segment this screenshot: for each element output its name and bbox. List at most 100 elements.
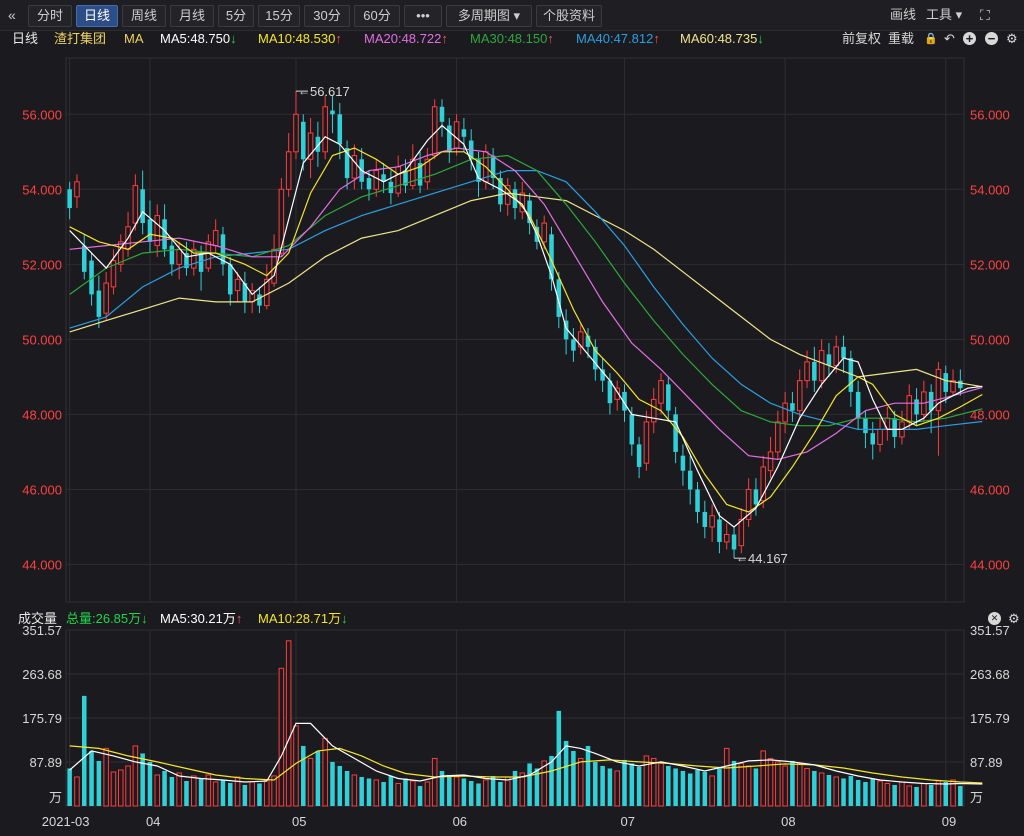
volume-bar-down (556, 710, 562, 806)
candle-up (906, 395, 913, 423)
candle-up (796, 380, 803, 412)
volume-bar-down (220, 779, 226, 806)
ma10-value: MA10:48.530↑ (258, 31, 342, 46)
tab-10[interactable]: 个股资料 (536, 5, 602, 27)
volume-bar-down (534, 768, 540, 806)
tab-4[interactable]: 5分 (218, 5, 254, 27)
candle-up (176, 248, 182, 265)
price-tick-right: 54.000 (970, 182, 1010, 197)
volume-bar-up (424, 781, 431, 807)
tools-menu[interactable]: 工具 ▾ (926, 7, 963, 22)
x-tick-label: 08 (781, 814, 795, 829)
candle-up (833, 346, 839, 367)
volume-bar-down (731, 760, 737, 806)
price-tick-right: 52.000 (970, 257, 1010, 272)
settings-icon[interactable]: ⚙ (1006, 31, 1018, 46)
volume-bar-down (162, 770, 167, 806)
tab-6[interactable]: 30分 (304, 5, 350, 27)
candle-up (74, 181, 80, 198)
volume-bar-up (767, 757, 774, 807)
volume-bar-down (359, 776, 364, 806)
volume-bar-up (117, 769, 124, 807)
volume-bar-up (577, 757, 584, 807)
collapse-icon[interactable]: « (8, 7, 16, 23)
candle-down (863, 418, 868, 434)
volume-bar-down (461, 778, 467, 806)
candle-down (629, 414, 635, 445)
volume-bar-up (176, 772, 182, 807)
tab-9[interactable]: 多周期图 ▾ (446, 5, 532, 27)
volume-settings-icon[interactable]: ⚙ (1008, 611, 1020, 626)
tab-8[interactable]: ••• (404, 5, 442, 27)
volume-bar-down (468, 780, 474, 806)
draw-line-button[interactable]: 画线 (890, 7, 917, 22)
undo-icon[interactable]: ↶ (944, 31, 955, 46)
volume-bar-down (549, 755, 554, 806)
candle-down (439, 106, 445, 122)
x-tick-label: 05 (292, 814, 306, 829)
candle-down (870, 433, 876, 445)
volume-bar-down (388, 775, 394, 806)
candle-down (403, 170, 408, 186)
volume-bar-down (958, 785, 963, 806)
volume-bar-up (410, 780, 416, 807)
candle-down (848, 358, 854, 392)
volume-bar-up (483, 779, 489, 807)
zoom-out-icon[interactable]: − (985, 32, 998, 45)
candle-up (950, 380, 956, 393)
candle-up (322, 106, 328, 153)
price-tick-left: 50.000 (22, 332, 62, 347)
volume-bar-up (760, 750, 766, 807)
volume-bar-down (403, 778, 408, 806)
lock-icon[interactable]: 🔒 (924, 33, 938, 45)
candle-down (301, 121, 306, 160)
price-tick-right: 48.000 (970, 407, 1010, 422)
tab-2[interactable]: 周线 (122, 5, 166, 27)
tab-7[interactable]: 60分 (354, 5, 400, 27)
volume-bar-down (81, 695, 87, 806)
price-tick-left: 52.000 (22, 257, 62, 272)
candle-down (841, 346, 846, 359)
candle-down (81, 245, 87, 272)
reload-button[interactable]: 重载 (888, 31, 915, 46)
volume-bar-down (140, 753, 145, 806)
candle-down (366, 178, 372, 190)
volume-bar-up (906, 785, 913, 807)
volume-bar-down (680, 770, 686, 806)
zoom-in-icon[interactable]: + (963, 32, 976, 45)
volume-unit-left: 万 (49, 790, 62, 805)
volume-bar-up (614, 770, 620, 807)
volume-bar-down (147, 761, 153, 806)
volume-ma10-line (69, 745, 983, 784)
candle-down (695, 489, 700, 512)
candle-down (344, 148, 350, 179)
candle-up (205, 241, 212, 269)
period-label: 日线 (12, 31, 39, 46)
candle-down (753, 489, 759, 505)
volume-bar-down (344, 770, 350, 806)
volume-ma10: MA10:28.71万↓ (258, 611, 348, 626)
close-volume-icon[interactable]: ✕ (988, 612, 1001, 625)
candle-up (877, 428, 883, 445)
volume-bar-up (643, 755, 650, 807)
expand-icon[interactable]: ⛶ (980, 7, 990, 23)
tab-1[interactable]: 日线 (76, 5, 118, 27)
volume-bar-up (431, 757, 438, 807)
candle-up (373, 170, 380, 190)
price-tick-left: 56.000 (22, 107, 62, 122)
tab-0[interactable]: 分时 (28, 5, 72, 27)
candle-down (549, 234, 554, 280)
tab-3[interactable]: 月线 (170, 5, 214, 27)
volume-bar-up (650, 757, 657, 807)
candle-up (760, 466, 766, 502)
annotation-arrow: ← (736, 551, 748, 565)
volume-bar-down (563, 740, 569, 806)
volume-bar-up (877, 780, 883, 807)
volume-bar-down (571, 750, 576, 806)
x-tick-label: 04 (146, 814, 160, 829)
candle-up (154, 215, 161, 247)
candle-up (351, 155, 358, 179)
tab-5[interactable]: 15分 (258, 5, 300, 27)
adjust-button[interactable]: 前复权 (842, 31, 882, 46)
